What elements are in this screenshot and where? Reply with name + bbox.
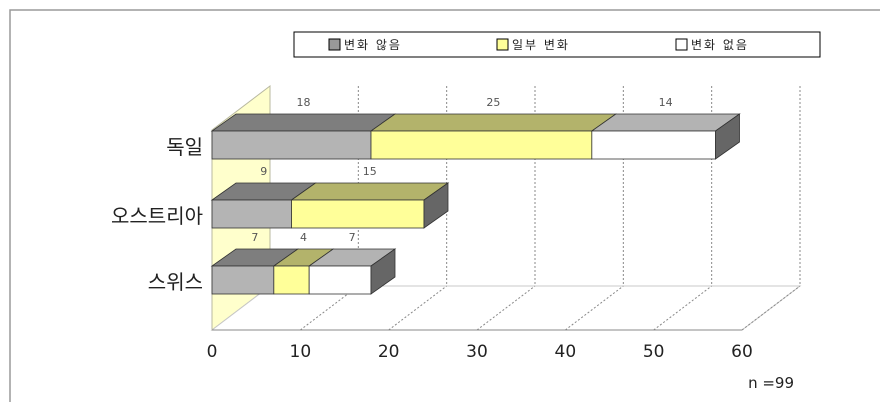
bar-side-face bbox=[370, 248, 396, 295]
x-tick-label: 60 bbox=[731, 342, 753, 362]
bar-segment bbox=[273, 265, 310, 295]
data-label: 7 bbox=[349, 231, 356, 244]
bar-segment bbox=[211, 199, 292, 229]
x-tick-label: 30 bbox=[466, 342, 488, 362]
x-tick-label: 20 bbox=[378, 342, 400, 362]
bar-segment bbox=[291, 199, 425, 229]
bar-side-face bbox=[715, 113, 740, 160]
bar-segment bbox=[591, 130, 716, 160]
legend-label: 일부 변화 bbox=[512, 38, 570, 52]
bar-side-face bbox=[423, 182, 449, 229]
gridline-floor-30 bbox=[476, 285, 536, 331]
gridline-floor-20 bbox=[388, 285, 447, 331]
legend-label: 변화 없음 bbox=[691, 38, 749, 52]
data-label: 25 bbox=[486, 96, 500, 109]
x-tick-label: 40 bbox=[555, 342, 577, 362]
data-label: 15 bbox=[363, 165, 377, 178]
x-tick-label: 0 bbox=[207, 342, 218, 362]
x-tick-label: 10 bbox=[290, 342, 312, 362]
category-label: 독일 bbox=[166, 135, 203, 159]
data-label: 4 bbox=[300, 231, 307, 244]
gridline-floor-50 bbox=[653, 285, 712, 331]
category-label: 오스트리아 bbox=[111, 204, 203, 228]
bar-top-face bbox=[210, 113, 397, 132]
bar-segment bbox=[370, 130, 593, 160]
outer-frame bbox=[9, 9, 880, 402]
legend-swatch bbox=[496, 38, 509, 51]
gridline-floor-60 bbox=[741, 285, 801, 331]
gridline-floor-40 bbox=[565, 285, 624, 331]
data-label: 7 bbox=[251, 231, 258, 244]
legend-label: 변화 않음 bbox=[344, 38, 402, 52]
bar-segment bbox=[211, 265, 275, 295]
bar-segment bbox=[211, 130, 372, 160]
bar-top-face bbox=[369, 113, 618, 132]
bar-top-face bbox=[290, 182, 450, 201]
x-tick-label: 50 bbox=[643, 342, 665, 362]
legend-swatch bbox=[675, 38, 688, 51]
legend-box bbox=[293, 31, 821, 58]
data-label: 18 bbox=[297, 96, 311, 109]
bar-top-face bbox=[590, 113, 741, 132]
legend-swatch bbox=[328, 38, 341, 51]
data-label: 14 bbox=[659, 96, 673, 109]
category-label: 스위스 bbox=[148, 270, 203, 294]
data-label: 9 bbox=[260, 165, 267, 178]
sample-size-note: n =99 bbox=[748, 374, 794, 392]
bar-segment bbox=[308, 265, 372, 295]
